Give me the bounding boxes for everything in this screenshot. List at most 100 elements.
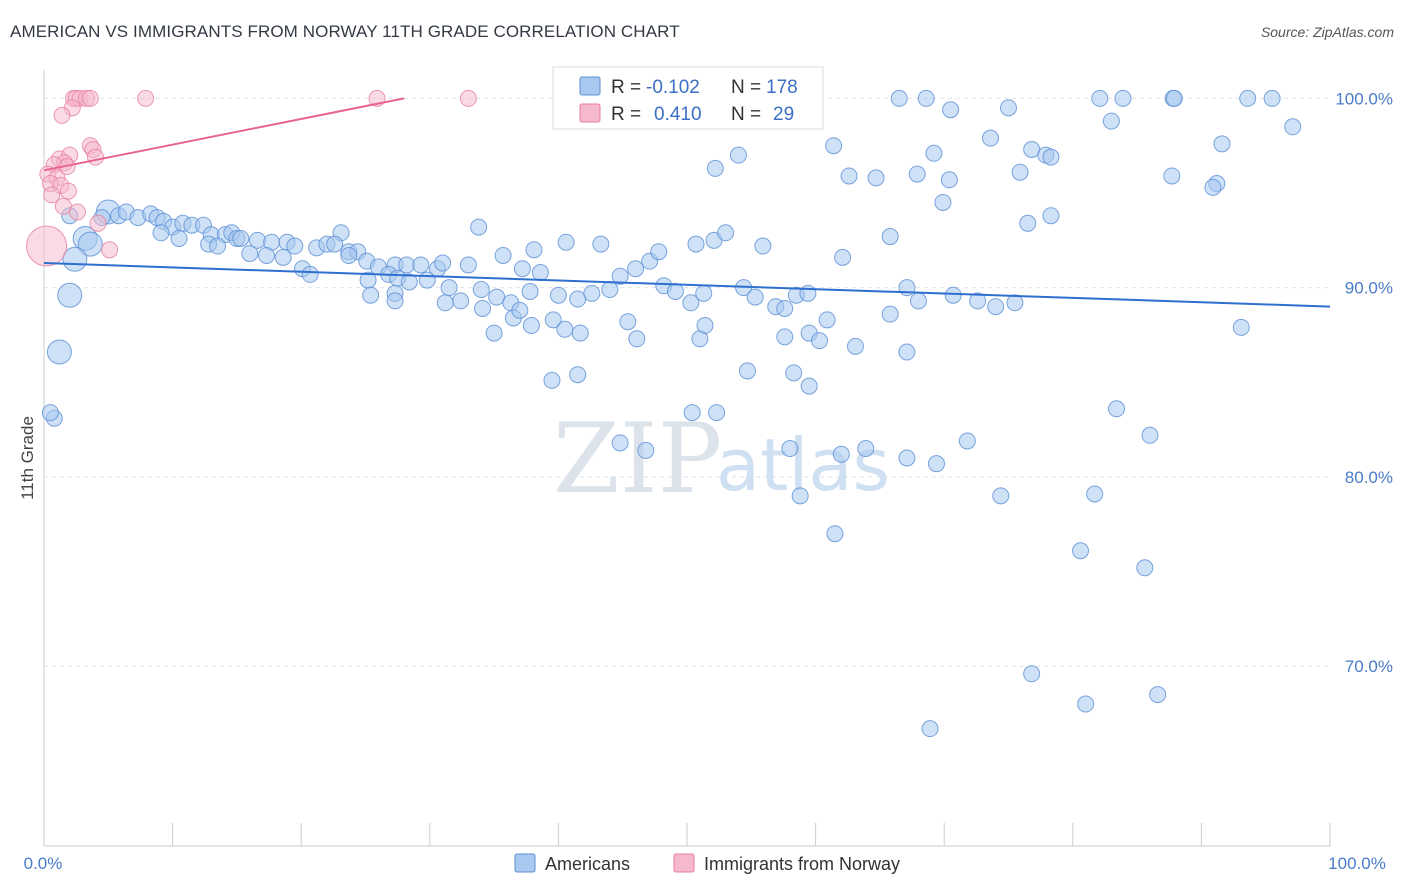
americans-point[interactable]	[1011, 163, 1029, 181]
americans-point[interactable]	[1023, 140, 1041, 158]
americans-point[interactable]	[1000, 99, 1017, 117]
americans-point[interactable]	[470, 218, 488, 236]
americans-point[interactable]	[682, 294, 700, 312]
americans-point[interactable]	[925, 144, 943, 162]
americans-point[interactable]	[1149, 686, 1167, 704]
americans-point[interactable]	[738, 362, 756, 380]
americans-point[interactable]	[706, 159, 724, 177]
americans-point[interactable]	[209, 237, 227, 255]
americans-point[interactable]	[1163, 167, 1181, 185]
americans-point[interactable]	[1141, 426, 1159, 444]
americans-point[interactable]	[958, 432, 976, 450]
americans-point[interactable]	[927, 455, 945, 473]
americans-point[interactable]	[569, 290, 587, 308]
americans-point[interactable]	[909, 292, 927, 310]
americans-point[interactable]	[708, 404, 726, 422]
americans-point[interactable]	[412, 256, 430, 274]
americans-point[interactable]	[601, 281, 619, 299]
americans-point[interactable]	[611, 434, 629, 452]
americans-point[interactable]	[525, 241, 543, 259]
americans-point[interactable]	[942, 101, 960, 119]
americans-point[interactable]	[77, 231, 103, 257]
americans-point[interactable]	[459, 256, 477, 274]
norway-point[interactable]	[59, 182, 77, 200]
americans-point[interactable]	[362, 286, 380, 304]
norway-point[interactable]	[54, 197, 72, 215]
americans-point[interactable]	[992, 487, 1010, 505]
americans-point[interactable]	[57, 282, 83, 308]
norway-point[interactable]	[53, 106, 71, 124]
americans-point[interactable]	[440, 279, 458, 297]
americans-point[interactable]	[326, 235, 344, 253]
americans-point[interactable]	[494, 246, 512, 264]
americans-point[interactable]	[810, 332, 828, 350]
americans-point[interactable]	[776, 328, 794, 346]
americans-point[interactable]	[800, 377, 818, 395]
americans-point[interactable]	[41, 404, 59, 422]
americans-point[interactable]	[531, 264, 549, 282]
americans-point[interactable]	[754, 237, 772, 255]
americans-point[interactable]	[434, 254, 452, 272]
americans-point[interactable]	[611, 267, 629, 285]
americans-point[interactable]	[695, 284, 713, 302]
series-swatch-americans[interactable]	[514, 853, 536, 873]
americans-point[interactable]	[846, 337, 864, 355]
americans-point[interactable]	[619, 313, 637, 331]
americans-point[interactable]	[241, 245, 259, 263]
americans-point[interactable]	[511, 301, 529, 319]
americans-point[interactable]	[981, 129, 999, 147]
americans-point[interactable]	[472, 281, 490, 299]
americans-point[interactable]	[696, 317, 714, 335]
americans-point[interactable]	[556, 320, 574, 338]
americans-point[interactable]	[826, 525, 844, 543]
americans-point[interactable]	[825, 137, 843, 155]
americans-point[interactable]	[917, 89, 935, 107]
norway-point[interactable]	[101, 241, 119, 259]
americans-point[interactable]	[571, 324, 589, 342]
americans-point[interactable]	[1114, 89, 1132, 107]
americans-point[interactable]	[1165, 89, 1183, 107]
americans-point[interactable]	[1077, 695, 1095, 713]
americans-point[interactable]	[1239, 89, 1257, 107]
americans-point[interactable]	[1006, 294, 1024, 312]
norway-point[interactable]	[68, 203, 86, 221]
americans-point[interactable]	[1108, 400, 1126, 418]
series-swatch-norway[interactable]	[673, 853, 695, 873]
americans-point[interactable]	[1284, 118, 1302, 136]
americans-point[interactable]	[791, 487, 809, 505]
americans-point[interactable]	[881, 228, 899, 246]
americans-point[interactable]	[840, 167, 858, 185]
americans-point[interactable]	[1263, 89, 1281, 107]
norway-point[interactable]	[137, 89, 155, 107]
americans-point[interactable]	[628, 330, 646, 348]
americans-point[interactable]	[232, 229, 250, 247]
americans-point[interactable]	[834, 248, 852, 266]
americans-point[interactable]	[881, 305, 899, 323]
americans-point[interactable]	[1232, 318, 1250, 336]
americans-point[interactable]	[729, 146, 747, 164]
norway-point[interactable]	[89, 214, 107, 232]
americans-point[interactable]	[549, 286, 567, 304]
americans-point[interactable]	[1213, 135, 1231, 153]
series-label-americans[interactable]: Americans	[545, 854, 630, 874]
americans-point[interactable]	[717, 224, 735, 242]
americans-point[interactable]	[513, 260, 531, 278]
americans-point[interactable]	[818, 311, 836, 329]
americans-point[interactable]	[544, 311, 562, 329]
americans-point[interactable]	[340, 246, 358, 264]
americans-point[interactable]	[987, 298, 1005, 316]
americans-point[interactable]	[890, 89, 908, 107]
americans-point[interactable]	[650, 243, 668, 261]
norway-point[interactable]	[43, 186, 61, 204]
americans-point[interactable]	[944, 286, 962, 304]
americans-point[interactable]	[436, 294, 454, 312]
americans-point[interactable]	[781, 440, 799, 458]
americans-point[interactable]	[683, 404, 701, 422]
americans-point[interactable]	[152, 224, 170, 242]
americans-point[interactable]	[418, 271, 436, 289]
americans-point[interactable]	[1204, 178, 1222, 196]
americans-point[interactable]	[474, 299, 492, 317]
americans-point[interactable]	[687, 235, 705, 253]
norway-point[interactable]	[86, 148, 104, 166]
americans-point[interactable]	[569, 366, 587, 384]
